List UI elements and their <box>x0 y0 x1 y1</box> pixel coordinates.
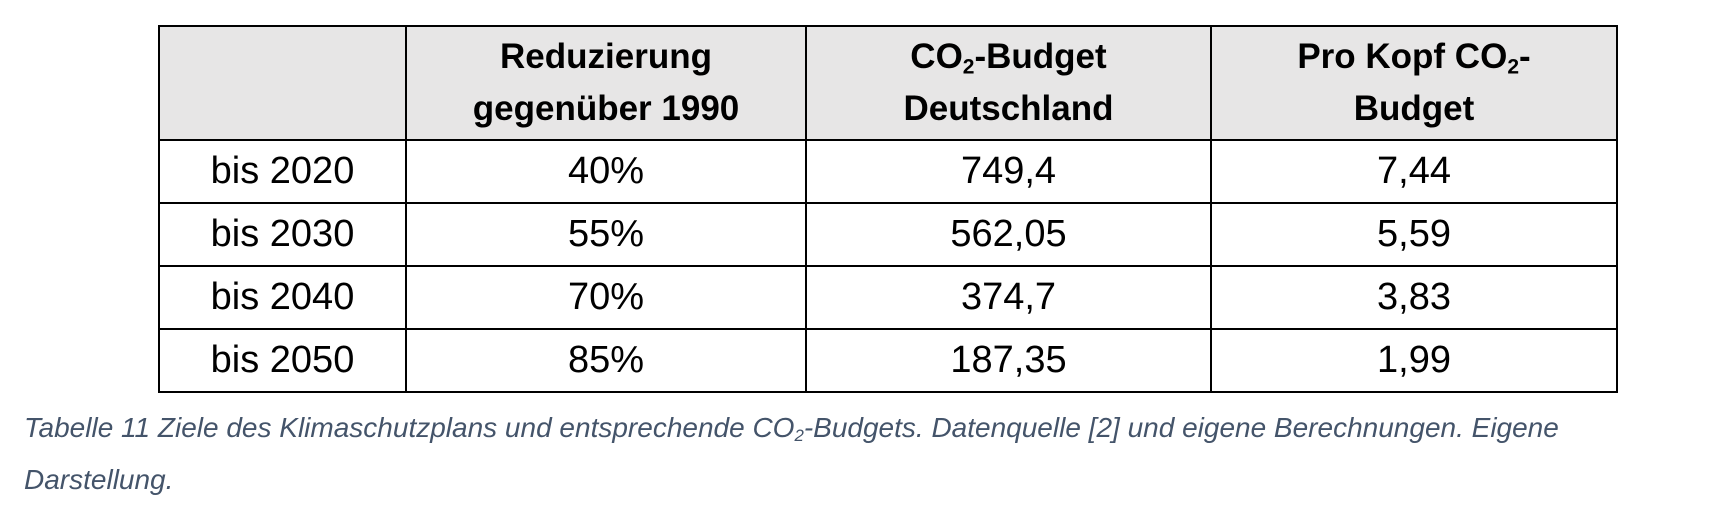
row-label-cell: bis 2030 <box>158 202 407 267</box>
header-empty-cell <box>158 25 407 141</box>
table-caption: Tabelle 11 Ziele des Klimaschutzplans un… <box>24 402 1714 506</box>
row-label-cell: bis 2040 <box>158 265 407 330</box>
co2-budget-cell: 187,35 <box>805 328 1212 393</box>
header-pro-kopf-line1: Pro Kopf CO2- <box>1212 31 1616 83</box>
header-reduzierung-line2: gegenüber 1990 <box>472 89 740 128</box>
caption-sub: 2 <box>794 426 804 446</box>
reduzierung-cell: 70% <box>405 265 807 330</box>
table-row: bis 2020 40% 749,4 7,44 <box>158 139 1618 204</box>
co2-budget-table-container: Reduzierung gegenüber 1990 CO2-Budget De… <box>158 25 1618 393</box>
pro-kopf-cell: 5,59 <box>1210 202 1618 267</box>
table-header-row: Reduzierung gegenüber 1990 CO2-Budget De… <box>158 25 1618 141</box>
caption-part1: Tabelle 11 Ziele des Klimaschutzplans un… <box>24 412 795 443</box>
row-label-cell: bis 2020 <box>158 139 407 204</box>
header-pro-kopf-post: - <box>1519 37 1531 76</box>
reduzierung-cell: 55% <box>405 202 807 267</box>
header-co2-budget-line2: Deutschland <box>903 89 1114 128</box>
caption-part2: -Budgets. Datenquelle [2] und eigene Ber… <box>24 412 1559 495</box>
header-co2-budget-sub: 2 <box>962 55 975 79</box>
pro-kopf-cell: 3,83 <box>1210 265 1618 330</box>
co2-budget-cell: 562,05 <box>805 202 1212 267</box>
co2-budget-table: Reduzierung gegenüber 1990 CO2-Budget De… <box>158 25 1618 393</box>
header-pro-kopf-pre: Pro Kopf CO <box>1297 37 1508 76</box>
header-co2-budget-line1: CO2-Budget <box>807 31 1210 83</box>
header-reduzierung: Reduzierung gegenüber 1990 <box>405 25 807 141</box>
header-co2-budget-post: -Budget <box>974 37 1107 76</box>
co2-budget-cell: 374,7 <box>805 265 1212 330</box>
reduzierung-cell: 85% <box>405 328 807 393</box>
header-co2-budget-pre: CO <box>910 37 963 76</box>
header-pro-kopf-line2: Budget <box>1353 89 1475 128</box>
header-co2-budget-deutschland: CO2-Budget Deutschland <box>805 25 1212 141</box>
row-label-cell: bis 2050 <box>158 328 407 393</box>
co2-budget-cell: 749,4 <box>805 139 1212 204</box>
pro-kopf-cell: 1,99 <box>1210 328 1618 393</box>
table-row: bis 2050 85% 187,35 1,99 <box>158 328 1618 393</box>
header-reduzierung-line1: Reduzierung <box>500 37 712 76</box>
pro-kopf-cell: 7,44 <box>1210 139 1618 204</box>
table-row: bis 2040 70% 374,7 3,83 <box>158 265 1618 330</box>
reduzierung-cell: 40% <box>405 139 807 204</box>
header-pro-kopf-co2-budget: Pro Kopf CO2- Budget <box>1210 25 1618 141</box>
table-row: bis 2030 55% 562,05 5,59 <box>158 202 1618 267</box>
header-pro-kopf-sub: 2 <box>1507 55 1519 79</box>
